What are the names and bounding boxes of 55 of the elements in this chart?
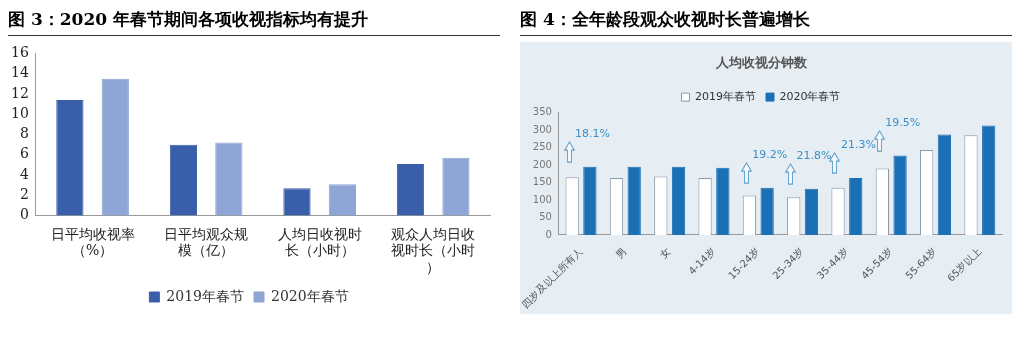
legend-label: 2020年春节 [779, 89, 841, 103]
bar [982, 125, 996, 235]
y-tick-label: 300 [532, 123, 552, 135]
bar [215, 142, 243, 216]
bar [328, 184, 357, 216]
bar [671, 166, 686, 235]
annotation: 21.8% [796, 148, 832, 162]
bar [396, 163, 425, 216]
annotation: 21.3% [840, 137, 876, 151]
bar [716, 167, 730, 235]
bar [937, 134, 952, 235]
bar [442, 157, 470, 216]
y-tick-label: 200 [532, 158, 552, 170]
x-tick-label: 人均日收视时长（小时） [277, 225, 362, 259]
bar [56, 100, 84, 216]
y-tick-label: 150 [532, 176, 552, 188]
chart-title: 图 4：全年龄段观众收视时长普遍增长 [520, 8, 1012, 36]
y-tick-label: 6 [19, 145, 29, 162]
annotation: 18.1% [575, 126, 610, 140]
y-tick-label: 350 [532, 106, 552, 118]
bar [893, 155, 907, 235]
x-tick-label: 65岁以上 [945, 245, 984, 284]
y-tick-label: 50 [539, 211, 552, 223]
y-tick-label: 12 [10, 84, 29, 101]
bar [760, 187, 774, 235]
y-tick-label: 0 [19, 206, 29, 223]
legend-label: 2019年春节 [695, 89, 757, 103]
annotation: 19.2% [752, 147, 788, 161]
y-tick-label: 0 [545, 228, 552, 240]
bar [849, 177, 863, 235]
y-tick-label: 10 [10, 104, 29, 121]
y-tick-label: 14 [10, 64, 29, 81]
bar [283, 188, 311, 216]
y-tick-label: 4 [19, 165, 29, 182]
bar [169, 144, 198, 216]
x-tick-label: 男 [613, 245, 629, 261]
y-tick-label: 250 [532, 141, 552, 153]
x-tick-label: 女 [658, 245, 673, 261]
y-tick-label: 100 [532, 193, 552, 205]
bar [583, 166, 597, 235]
y-tick-label: 8 [19, 125, 29, 142]
x-tick-label: 日平均观众规模（亿） [164, 225, 249, 259]
y-tick-label: 2 [19, 185, 29, 202]
bar [804, 188, 819, 235]
legend-label: 2019年春节 [166, 287, 245, 304]
y-tick-label: 16 [10, 44, 29, 61]
x-tick-label: 四岁及以上所有人 [519, 245, 585, 311]
chart-subtitle: 人均收视分钟数 [714, 55, 808, 71]
bar [627, 166, 641, 235]
bar [101, 78, 129, 216]
chart-title: 图 3：2020 年春节期间各项收视指标均有提升 [8, 8, 500, 36]
legend-label: 2020年春节 [271, 287, 349, 304]
x-tick-label: 日平均收视率（%） [50, 225, 135, 259]
x-tick-label: 观众人均日收视时长（小时） [391, 225, 476, 276]
annotation: 19.5% [885, 115, 921, 129]
